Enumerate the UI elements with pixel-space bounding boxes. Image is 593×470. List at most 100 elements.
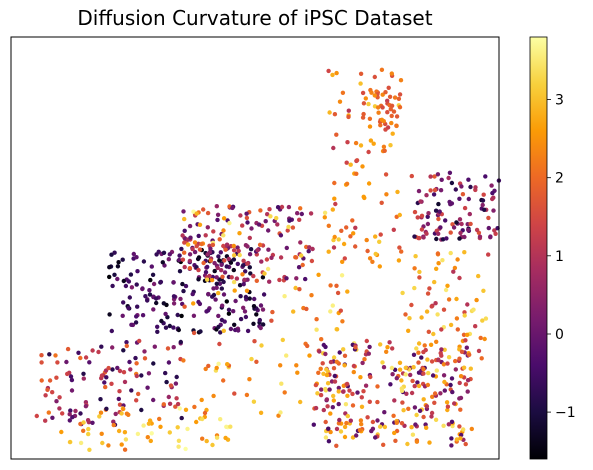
scatter-point <box>215 286 219 290</box>
scatter-point <box>427 286 431 290</box>
scatter-point <box>242 278 246 282</box>
scatter-point <box>344 421 348 425</box>
scatter-point <box>216 213 220 217</box>
scatter-point <box>266 248 270 252</box>
scatter-point <box>134 314 138 318</box>
scatter-point <box>143 356 147 360</box>
scatter-point <box>134 361 138 365</box>
scatter-point <box>395 421 399 425</box>
scatter-point <box>381 443 385 447</box>
scatter-point <box>420 214 424 218</box>
scatter-point <box>259 303 263 307</box>
scatter-point <box>491 208 495 212</box>
scatter-point <box>391 414 395 418</box>
scatter-point <box>321 361 325 365</box>
scatter-point <box>252 304 256 308</box>
scatter-point <box>392 431 396 435</box>
scatter-point <box>73 409 77 413</box>
scatter-point <box>413 254 417 258</box>
scatter-point <box>339 229 343 233</box>
scatter-point <box>398 368 402 372</box>
scatter-point <box>232 268 236 272</box>
scatter-point <box>183 265 187 269</box>
scatter-point <box>469 367 473 371</box>
scatter-point <box>388 143 392 147</box>
scatter-point <box>436 202 440 206</box>
scatter-point <box>425 404 429 408</box>
scatter-point <box>244 315 248 319</box>
scatter-point <box>48 378 52 382</box>
scatter-point <box>462 235 466 239</box>
scatter-point <box>372 142 376 146</box>
scatter-point <box>421 415 425 419</box>
scatter-point <box>221 280 225 284</box>
scatter-point <box>359 418 363 422</box>
scatter-point <box>181 358 185 362</box>
scatter-point <box>443 388 447 392</box>
scatter-point <box>434 209 438 213</box>
scatter-point <box>449 251 453 255</box>
colorbar <box>530 37 547 459</box>
scatter-point <box>465 346 469 350</box>
scatter-point <box>463 338 467 342</box>
scatter-point <box>358 375 362 379</box>
colorbar-tick-label: 3 <box>555 93 564 109</box>
scatter-point <box>232 391 236 395</box>
scatter-point <box>373 93 377 97</box>
scatter-point <box>213 297 217 301</box>
scatter-point <box>43 393 47 397</box>
scatter-point <box>59 430 63 434</box>
scatter-point <box>378 342 382 346</box>
scatter-point <box>188 236 192 240</box>
scatter-point <box>136 392 140 396</box>
scatter-point <box>148 278 152 282</box>
scatter-point <box>303 277 307 281</box>
scatter-point <box>254 360 258 364</box>
scatter-point <box>141 313 145 317</box>
scatter-point <box>106 366 110 370</box>
scatter-point <box>335 427 339 431</box>
scatter-point <box>359 72 363 76</box>
scatter-point <box>335 327 339 331</box>
scatter-point <box>354 172 358 176</box>
scatter-point <box>462 250 466 254</box>
scatter-point <box>200 437 204 441</box>
scatter-point <box>481 289 485 293</box>
scatter-point <box>366 102 370 106</box>
scatter-point <box>248 296 252 300</box>
scatter-point <box>257 222 261 226</box>
scatter-point <box>233 299 237 303</box>
scatter-point <box>453 359 457 363</box>
scatter-point <box>457 236 461 240</box>
scatter-point <box>445 400 449 404</box>
scatter-point <box>135 374 139 378</box>
scatter-point <box>86 432 90 436</box>
scatter-point <box>355 158 359 162</box>
scatter-point <box>147 422 151 426</box>
scatter-point <box>332 398 336 402</box>
scatter-point <box>157 417 161 421</box>
scatter-point <box>332 197 336 201</box>
scatter-point <box>413 405 417 409</box>
scatter-point <box>112 251 116 255</box>
scatter-point <box>434 340 438 344</box>
scatter-point <box>178 406 182 410</box>
scatter-point <box>221 244 225 248</box>
scatter-point <box>210 278 214 282</box>
scatter-point <box>457 357 461 361</box>
scatter-point <box>123 448 127 452</box>
scatter-point <box>121 348 125 352</box>
scatter-point <box>282 294 286 298</box>
scatter-point <box>68 440 72 444</box>
scatter-point <box>459 184 463 188</box>
scatter-point <box>145 386 149 390</box>
scatter-point <box>129 388 133 392</box>
scatter-point <box>295 371 299 375</box>
scatter-point <box>482 208 486 212</box>
scatter-point <box>448 383 452 387</box>
scatter-point <box>397 258 401 262</box>
scatter-point <box>103 385 107 389</box>
scatter-point <box>439 347 443 351</box>
scatter-point <box>444 236 448 240</box>
scatter-point <box>57 395 61 399</box>
